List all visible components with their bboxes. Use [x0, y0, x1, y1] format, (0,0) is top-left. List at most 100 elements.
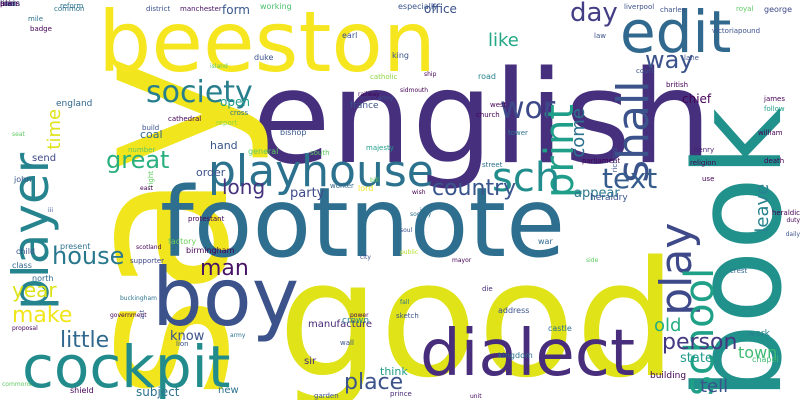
cloud-word-wall: wall — [340, 339, 354, 347]
cloud-word-act: act — [139, 309, 146, 320]
cloud-word-war: war — [538, 237, 553, 246]
cloud-word-report: report — [216, 119, 238, 127]
cloud-word-send: send — [32, 153, 57, 164]
cloud-word-class: class — [12, 261, 32, 270]
cloud-word-mile: mile — [28, 15, 44, 23]
cloud-word-england: england — [56, 99, 93, 109]
cloud-word-order: order — [196, 166, 226, 179]
cloud-word-society: society — [410, 211, 432, 218]
cloud-word-street: street — [482, 161, 503, 169]
cloud-word-leave: leave — [752, 183, 773, 233]
cloud-word-death: death — [764, 157, 785, 165]
cloud-word-east: east — [140, 185, 153, 192]
cloud-word-side: side — [586, 257, 599, 264]
cloud-word-long: long — [222, 175, 266, 199]
cloud-word-lord: lord — [358, 184, 374, 193]
cloud-word-beeston: beeston — [98, 0, 437, 91]
cloud-word-place: place — [344, 370, 404, 395]
cloud-word-edit: edit — [620, 0, 732, 66]
cloud-word-public: public — [400, 249, 419, 256]
cloud-word-earl: earl — [342, 31, 358, 40]
cloud-word-idea: idea — [420, 207, 433, 214]
cloud-word-daily: daily — [785, 231, 800, 238]
cloud-word-state: state — [680, 351, 713, 366]
cloud-word-work: work — [748, 329, 770, 339]
cloud-word-tell: tell — [700, 376, 729, 397]
cloud-word-worker: worker — [330, 182, 354, 190]
cloud-word-cathedral: cathedral — [168, 115, 202, 123]
cloud-word-number: number — [128, 146, 156, 154]
cloud-word-ruin: ruin — [0, 0, 16, 8]
cloud-word-year: year — [12, 278, 57, 302]
cloud-word-crown: crown — [342, 316, 370, 326]
cloud-word-king: king — [392, 51, 410, 60]
cloud-word-main: main — [0, 0, 20, 8]
cloud-word-prince: prince — [390, 390, 412, 398]
cloud-word-lane: lane — [684, 54, 699, 62]
cloud-word-commons: commons — [2, 381, 32, 388]
cloud-word-hand: hand — [210, 139, 238, 152]
cloud-word-follow: follow — [764, 105, 785, 113]
cloud-word-society: society — [146, 75, 253, 110]
cloud-word-plan: plan — [0, 0, 18, 8]
cloud-word-office: office — [424, 2, 457, 16]
cloud-word-mayor: mayor — [452, 257, 472, 264]
cloud-word-protestant: protestant — [188, 215, 225, 223]
cloud-word-know: know — [170, 329, 205, 344]
cloud-word-common: common — [54, 5, 85, 13]
cloud-word-working: working — [260, 2, 292, 11]
cloud-word-army: army — [378, 95, 394, 102]
cloud-word-manchester: manchester — [180, 5, 222, 13]
cloud-word-wish: wish — [412, 189, 426, 196]
cloud-word-pound: pound — [738, 27, 761, 35]
cloud-word-old: old — [654, 315, 682, 336]
cloud-word-george: george — [764, 5, 793, 14]
cloud-word-playhouse: playhouse — [208, 146, 434, 197]
cloud-word-south: south — [310, 149, 330, 157]
cloud-word-sidmouth: sidmouth — [400, 87, 429, 94]
cloud-word-coal: coal — [140, 128, 163, 141]
cloud-word-lion: lion — [176, 340, 189, 348]
cloud-word-power: power — [350, 312, 369, 319]
cloud-word-come: come — [568, 108, 589, 158]
cloud-word-way: way — [645, 46, 694, 74]
cloud-word-kingdom: kingdom — [498, 351, 533, 360]
cloud-word-soul: soul — [400, 227, 413, 234]
cloud-word-cockpit: cockpit — [22, 333, 231, 400]
cloud-word-fall: fall — [400, 299, 410, 306]
cloud-word-ship: ship — [424, 71, 437, 78]
cloud-word-henry: henry — [694, 146, 715, 154]
cloud-word-sch: sch — [492, 155, 561, 201]
cloud-word-new: new — [218, 385, 239, 396]
cloud-word-seat: seat — [12, 131, 25, 138]
cloud-word-birmingham: birmingham — [186, 246, 235, 255]
cloud-word-time: time — [44, 108, 65, 150]
cloud-word-city: city — [360, 254, 371, 261]
cloud-word-man: man — [200, 256, 249, 281]
cloud-word-john: john — [14, 175, 32, 184]
cloud-word-english: english — [252, 44, 713, 193]
cloud-word-little: little — [60, 328, 110, 353]
cloud-word-text: text — [602, 162, 658, 195]
cloud-word-catholic: catholic — [370, 73, 398, 81]
cloud-word-present: present — [60, 242, 91, 251]
cloud-word-british: british — [666, 81, 689, 89]
cloud-word-address: address — [498, 306, 530, 315]
cloud-word-arms: arms — [0, 0, 21, 8]
cloud-word-government: government — [110, 312, 147, 319]
cloud-word-chapel: chapel — [752, 355, 779, 364]
cloud-word-duty: duty — [786, 217, 800, 224]
cloud-word-appear: appear — [574, 186, 620, 201]
cloud-word-parliament: parliament — [582, 157, 621, 165]
cloud-word-army: army — [230, 332, 246, 339]
cloud-word-supporter: supporter — [130, 257, 165, 265]
cloud-word-great: great — [106, 146, 170, 174]
cloud-word-liverpool: liverpool — [624, 3, 655, 11]
cloud-word-scotland: scotland — [136, 244, 162, 251]
cloud-word-chief: chief — [682, 92, 712, 106]
cloud-word-build: build — [142, 124, 160, 132]
cloud-word-person: person — [662, 330, 738, 355]
cloud-word-sir: sir — [304, 356, 317, 367]
cloud-word-general: general — [248, 147, 279, 156]
